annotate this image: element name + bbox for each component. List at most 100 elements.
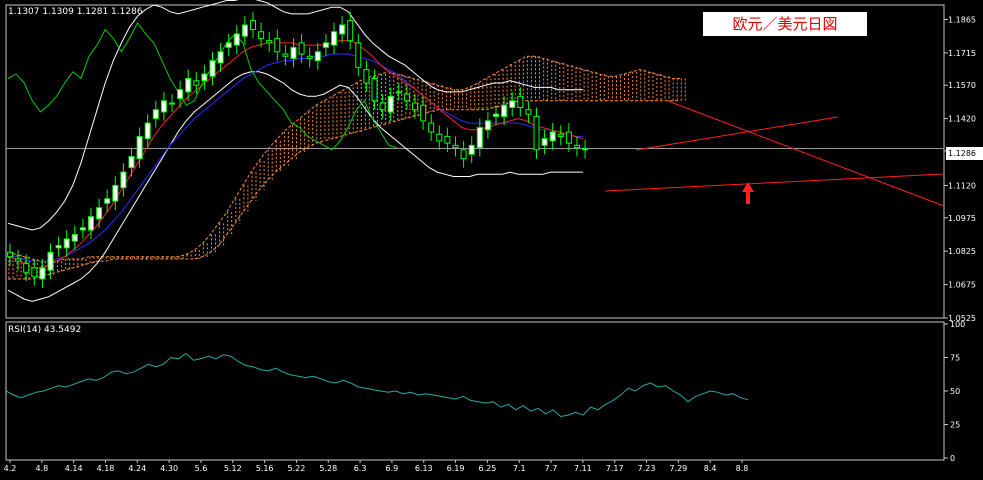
candle-body (274, 37, 281, 53)
current-price-tag: 1.1286 (946, 147, 983, 160)
candle-body (428, 122, 435, 133)
candle-body (209, 60, 216, 77)
candle-body (501, 104, 508, 117)
candle-body (15, 258, 22, 262)
support-trendline (604, 173, 945, 192)
date-tick-label: 7.7 (545, 464, 558, 473)
candle-body (169, 102, 175, 105)
resistance-trendline (667, 100, 945, 207)
candle-body (525, 109, 532, 115)
candle-body (96, 207, 103, 220)
upper-trendline (635, 116, 839, 151)
candle-body (55, 245, 62, 249)
candle-body (444, 135, 451, 144)
date-tick-label: 4.8 (35, 464, 48, 473)
date-tick-label: 4.14 (65, 464, 83, 473)
price-tick-label: 1.0675 (948, 281, 976, 290)
chikou-span-line (7, 21, 397, 151)
candle-body (339, 24, 346, 35)
date-tick-label: 8.8 (736, 464, 749, 473)
candle-body (476, 127, 483, 149)
candle-body (298, 42, 305, 55)
date-tick-label: 7.17 (606, 464, 624, 473)
date-tick-label: 5.16 (256, 464, 274, 473)
date-tick-label: 5.12 (224, 464, 242, 473)
candle-body (314, 51, 321, 62)
date-tick-label: 4.24 (128, 464, 146, 473)
candle-body (88, 216, 94, 231)
candle-body (306, 55, 313, 59)
candle-body (79, 227, 86, 231)
rsi-tick-label: 75 (950, 354, 960, 363)
rsi-tick-label: 100 (950, 320, 965, 329)
candle-body (225, 42, 232, 48)
candle-body (233, 33, 240, 46)
candle-body (152, 109, 159, 120)
candle-body (217, 51, 224, 64)
candle-body (403, 93, 410, 102)
candle-body (549, 131, 556, 142)
ohlc-readout: 1.1307 1.1309 1.1281 1.1286 (8, 7, 143, 17)
rsi-tick-label: 0 (950, 454, 955, 463)
date-tick-label: 6.3 (354, 464, 367, 473)
candle-body (484, 120, 491, 131)
candle-body (371, 78, 378, 102)
candle-body (322, 42, 329, 48)
candle-body (71, 233, 78, 242)
candle-body (582, 147, 589, 151)
candle-body (395, 91, 402, 94)
rsi-tick-label: 25 (950, 421, 960, 430)
candle-body (112, 184, 119, 202)
candle-body (136, 135, 143, 160)
price-tick-label: 1.0975 (948, 214, 976, 223)
price-tick-label: 1.1420 (948, 115, 976, 124)
candle-body (266, 40, 273, 44)
candle-body (39, 267, 46, 280)
date-tick-label: 5.28 (319, 464, 337, 473)
candle-body (177, 89, 184, 100)
candle-body (420, 104, 427, 122)
candle-body (104, 198, 111, 204)
candle-body (533, 115, 540, 151)
bollinger-upper-line (7, 0, 584, 231)
candle-body (7, 251, 13, 258)
candle-body (144, 122, 151, 140)
candle-body (363, 69, 370, 84)
candle-body (517, 95, 524, 108)
price-tick-label: 1.1570 (948, 81, 976, 90)
candle-body (185, 78, 192, 93)
candle-body (509, 100, 516, 108)
candle-body (193, 80, 200, 86)
candle-body (258, 31, 265, 39)
rsi-line (5, 352, 749, 418)
date-tick-label: 7.29 (669, 464, 687, 473)
candle-body (128, 155, 135, 169)
candle-body (387, 95, 394, 113)
date-tick-label: 6.13 (415, 464, 433, 473)
candle-body (120, 171, 127, 189)
candle-body (160, 100, 167, 113)
up-arrow-icon (742, 182, 754, 204)
candle-body (379, 102, 386, 111)
date-axis: 4.2 4.8 4.14 4.18 4.24 4.30 5.6 5.12 5.16 5.22 5.2… (4, 460, 749, 473)
candle-body (468, 144, 475, 155)
candle-body (250, 20, 256, 31)
rsi-tick-label: 50 (950, 387, 960, 396)
candle-body (436, 133, 443, 142)
candle-body (63, 238, 70, 249)
candle-body (557, 133, 564, 137)
candle-body (452, 144, 459, 149)
candle-body (347, 20, 354, 42)
date-tick-label: 8.4 (704, 464, 717, 473)
price-tick-label: 1.0525 (948, 314, 976, 323)
candle-body (565, 131, 572, 144)
rsi-panel: 100 75 50 25 0 (5, 320, 965, 463)
candle-body (23, 262, 30, 273)
date-tick-label: 4.2 (4, 464, 17, 473)
candle-body (31, 267, 38, 278)
date-tick-label: 4.18 (97, 464, 115, 473)
price-tick-label: 1.1715 (948, 49, 976, 58)
candlesticks (7, 11, 589, 288)
